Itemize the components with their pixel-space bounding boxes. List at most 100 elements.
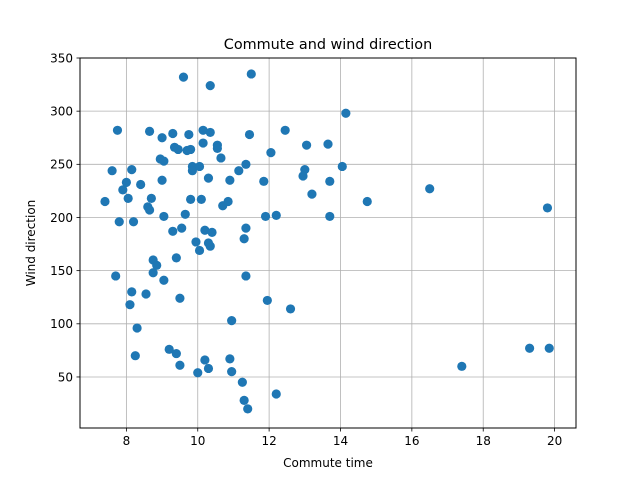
y-tick-label: 50	[58, 370, 73, 384]
data-point	[259, 176, 269, 186]
data-point	[205, 127, 215, 138]
data-point	[127, 165, 137, 175]
data-point	[175, 293, 185, 303]
data-point	[194, 245, 205, 256]
data-point	[237, 377, 247, 387]
data-point	[159, 275, 169, 285]
data-point	[112, 125, 123, 135]
data-point	[186, 194, 196, 205]
data-point	[148, 268, 158, 278]
data-point	[200, 225, 210, 235]
data-point	[280, 125, 290, 135]
plot-area	[80, 58, 576, 428]
data-point	[168, 128, 178, 139]
y-tick-label: 250	[50, 158, 73, 172]
data-point	[123, 193, 133, 203]
data-point	[216, 153, 226, 163]
data-point	[207, 227, 217, 237]
data-point	[178, 72, 189, 82]
data-point	[362, 196, 372, 207]
data-point	[198, 138, 208, 148]
data-point	[525, 343, 535, 353]
data-point	[227, 316, 237, 326]
data-point	[271, 210, 281, 220]
data-point	[127, 287, 137, 297]
data-point	[144, 205, 155, 215]
data-point	[266, 148, 276, 158]
data-point	[159, 211, 169, 222]
data-point	[262, 295, 272, 306]
x-tick-label: 16	[404, 434, 419, 448]
data-point	[132, 323, 142, 333]
data-point	[271, 389, 281, 399]
data-point	[203, 173, 214, 183]
data-point	[285, 304, 296, 314]
data-point	[205, 81, 215, 91]
x-tick-label: 8	[123, 434, 131, 448]
data-point	[157, 133, 167, 143]
data-point	[177, 223, 187, 233]
data-point	[243, 404, 253, 414]
y-tick-label: 150	[50, 264, 73, 278]
data-point	[425, 184, 435, 194]
data-point	[194, 161, 205, 172]
data-point	[121, 177, 131, 187]
data-point	[175, 360, 185, 370]
data-point	[146, 193, 156, 203]
data-point	[118, 185, 128, 195]
y-tick-label: 350	[50, 51, 73, 65]
data-point	[341, 108, 351, 118]
data-point	[225, 175, 235, 185]
x-tick-label: 14	[333, 434, 348, 448]
data-point	[187, 166, 198, 176]
data-point	[159, 156, 169, 166]
data-point	[141, 289, 151, 299]
data-point	[260, 211, 271, 222]
data-point	[234, 166, 244, 176]
data-point	[205, 241, 215, 251]
data-point	[307, 189, 317, 199]
x-tick-label: 18	[476, 434, 491, 448]
y-tick-label: 100	[50, 317, 73, 331]
data-point	[152, 260, 162, 270]
data-point	[157, 175, 167, 185]
data-point	[239, 395, 249, 405]
x-tick-label: 12	[261, 434, 276, 448]
data-point	[173, 144, 183, 155]
tick-marks: 8 10 12 14 16 18 20 50 100 150 200 250 300 350	[50, 51, 562, 448]
y-tick-label: 300	[50, 104, 73, 118]
data-point	[107, 166, 117, 176]
data-point	[193, 368, 203, 378]
data-point	[337, 161, 347, 172]
data-point	[130, 351, 140, 361]
data-point	[223, 196, 233, 207]
data-point	[325, 176, 335, 186]
data-point	[542, 203, 553, 213]
data-point	[300, 165, 310, 175]
data-point	[301, 140, 312, 150]
data-point	[198, 125, 208, 135]
data-point	[171, 253, 181, 263]
data-point	[180, 209, 190, 219]
chart-title: Commute and wind direction	[224, 37, 432, 53]
data-point	[212, 143, 222, 153]
data-points	[100, 69, 554, 414]
data-point	[244, 129, 255, 140]
data-point	[225, 354, 235, 364]
data-point	[203, 363, 214, 374]
axes-frame	[79, 57, 577, 429]
y-axis-label: Wind direction	[24, 200, 38, 287]
data-point	[100, 196, 110, 207]
data-point	[191, 237, 201, 247]
data-point	[186, 144, 196, 155]
data-point	[227, 367, 237, 377]
data-point	[241, 271, 251, 281]
x-axis-label: Commute time	[283, 456, 373, 470]
data-point	[171, 348, 181, 359]
data-point	[457, 361, 467, 371]
data-point	[136, 179, 146, 190]
data-point	[241, 223, 251, 233]
data-point	[239, 234, 249, 244]
data-point	[200, 355, 210, 365]
